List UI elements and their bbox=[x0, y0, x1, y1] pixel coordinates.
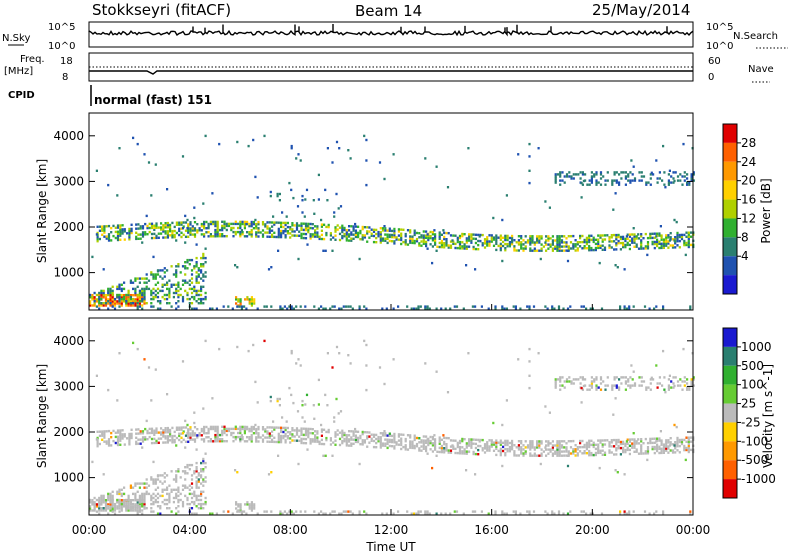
velocity-cbar-label: Velocity [m s^-1] bbox=[761, 364, 775, 468]
colorbar-tick: 100 bbox=[741, 378, 764, 392]
y-tick-label: 2000 bbox=[53, 425, 84, 439]
y-tick-label: 4000 bbox=[53, 129, 84, 143]
freq-tick-top: 18 bbox=[60, 56, 73, 67]
x-tick-label: 12:00 bbox=[374, 523, 409, 537]
nsky-tick-top: 10^5 bbox=[48, 22, 75, 33]
colorbar-tick: -100 bbox=[741, 434, 768, 448]
colorbar-swatch bbox=[723, 328, 737, 347]
x-tick-label: 08:00 bbox=[273, 523, 308, 537]
velocity-colorbar: 1000 500 100 25 -25 -100 -500 -1000 bbox=[722, 327, 776, 499]
colorbar-tick: 28 bbox=[741, 136, 756, 150]
colorbar-swatch bbox=[723, 199, 737, 219]
colorbar-tick: -1000 bbox=[741, 472, 776, 486]
y-tick-label: 1000 bbox=[53, 266, 84, 280]
colorbar-swatch bbox=[723, 441, 737, 461]
colorbar-tick: 24 bbox=[741, 155, 756, 169]
colorbar-swatch bbox=[723, 275, 737, 294]
x-tick-label: 00:00 bbox=[676, 523, 711, 537]
colorbar-tick: 20 bbox=[741, 174, 756, 188]
power-heatmap bbox=[89, 134, 695, 310]
nsky-tick-bottom: 10^0 bbox=[48, 41, 75, 52]
colorbar-swatch bbox=[723, 365, 737, 385]
colorbar-swatch bbox=[723, 180, 737, 200]
nave-label: Nave bbox=[748, 64, 774, 75]
colorbar-swatch bbox=[723, 161, 737, 181]
colorbar-swatch bbox=[723, 237, 737, 257]
nsearch-tick-top: 10^5 bbox=[706, 22, 733, 33]
colorbar-swatch bbox=[723, 346, 737, 366]
date-title: 25/May/2014 bbox=[592, 1, 690, 19]
freq-panel: Freq. [MHz] 18 8 60 0 Nave bbox=[4, 52, 774, 83]
cpid-label: CPID bbox=[8, 90, 35, 101]
colorbar-swatch bbox=[723, 218, 737, 238]
y-tick-label: 3000 bbox=[53, 379, 84, 393]
x-axis: 00:00 04:00 08:00 12:00 16:00 20:00 00:00 bbox=[72, 304, 711, 537]
colorbar-swatch bbox=[723, 384, 737, 404]
x-tick-label: 00:00 bbox=[72, 523, 107, 537]
colorbar-swatch bbox=[723, 422, 737, 442]
nave-tick-bottom: 0 bbox=[708, 72, 714, 83]
y-tick-label: 2000 bbox=[53, 220, 84, 234]
y-tick-label: 3000 bbox=[53, 174, 84, 188]
colorbar-swatch bbox=[723, 479, 737, 498]
nsky-panel: N.Sky 10^5 10^0 10^5 10^0 N.Search bbox=[2, 21, 788, 52]
cpid-value: normal (fast) 151 bbox=[94, 93, 212, 107]
nsky-line bbox=[88, 24, 694, 37]
x-tick-label: 20:00 bbox=[575, 523, 610, 537]
colorbar-tick: 16 bbox=[741, 193, 756, 207]
power-ylabel: Slant Range [km] bbox=[35, 159, 49, 263]
nave-tick-top: 60 bbox=[708, 56, 721, 67]
colorbar-tick: 500 bbox=[741, 359, 764, 373]
colorbar-tick: 8 bbox=[741, 230, 749, 244]
colorbar-tick: 25 bbox=[741, 397, 756, 411]
x-tick-label: 04:00 bbox=[172, 523, 207, 537]
colorbar-swatch bbox=[723, 142, 737, 162]
y-tick-label: 4000 bbox=[53, 334, 84, 348]
colorbar-swatch bbox=[723, 124, 737, 143]
freq-tick-bottom: 8 bbox=[62, 72, 68, 83]
colorbar-swatch bbox=[723, 403, 737, 423]
station-title: Stokkseyri (fitACF) bbox=[92, 1, 231, 19]
freq-line bbox=[89, 70, 693, 75]
colorbar-swatch bbox=[723, 256, 737, 276]
colorbar-tick: -25 bbox=[741, 415, 761, 429]
nsky-label: N.Sky bbox=[2, 33, 30, 44]
colorbar-tick: 12 bbox=[741, 211, 756, 225]
power-panel: 1000 2000 3000 4000 Slant Range [km] Power … bbox=[35, 112, 773, 311]
y-tick-label: 1000 bbox=[53, 471, 84, 485]
colorbar-tick: -500 bbox=[741, 453, 768, 467]
velocity-ylabel: Slant Range [km] bbox=[35, 364, 49, 468]
power-colorbar: 28 24 20 16 12 8 4 bbox=[722, 123, 756, 295]
velocity-heatmap bbox=[89, 339, 695, 515]
power-cbar-label: Power [dB] bbox=[759, 178, 773, 243]
nsearch-tick-bottom: 10^0 bbox=[706, 41, 733, 52]
freq-unit: [MHz] bbox=[4, 66, 33, 77]
freq-label: Freq. bbox=[20, 54, 45, 65]
colorbar-tick: 4 bbox=[741, 249, 749, 263]
colorbar-tick: 1000 bbox=[741, 340, 772, 354]
velocity-panel: 1000 2000 3000 4000 Slant Range [km] Veloci… bbox=[35, 317, 776, 516]
beam-title: Beam 14 bbox=[355, 2, 422, 20]
colorbar-swatch bbox=[723, 460, 737, 480]
x-axis-label: Time UT bbox=[365, 540, 416, 554]
x-tick-label: 16:00 bbox=[474, 523, 509, 537]
nsearch-label: N.Search bbox=[733, 31, 778, 42]
